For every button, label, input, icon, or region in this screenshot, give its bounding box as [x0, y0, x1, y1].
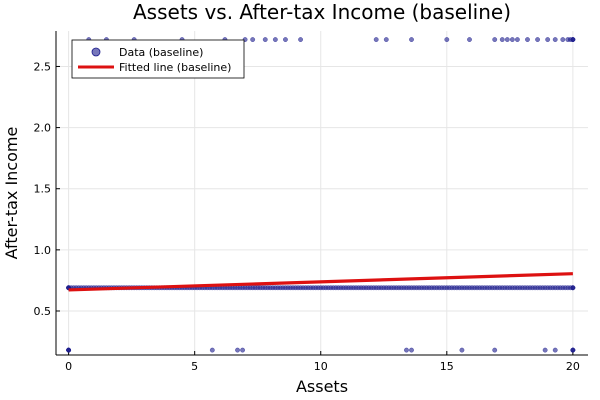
data-point [235, 347, 240, 353]
data-point [560, 37, 566, 42]
data-point [262, 37, 268, 42]
axes: 0 5 10 15 20 0.5 1.0 1.5 2.0 2.5 [34, 31, 588, 373]
data-point [66, 347, 72, 353]
data-point [409, 347, 414, 353]
x-tick-label: 5 [191, 360, 198, 373]
y-tick-label: 1.0 [34, 244, 52, 257]
data-point [499, 37, 505, 42]
data-point [570, 37, 576, 42]
x-axis-label: Assets [296, 377, 348, 396]
data-point [570, 285, 576, 291]
data-point [492, 37, 498, 42]
data-point [298, 37, 303, 42]
legend-box [71, 39, 245, 79]
legend-label-data: Data (baseline) [119, 46, 203, 59]
data-point [545, 37, 551, 42]
data-point [240, 347, 245, 353]
data-point [467, 37, 472, 42]
x-tick-label: 0 [65, 360, 72, 373]
data-point [250, 37, 256, 42]
data-point [283, 37, 288, 42]
data-point [552, 37, 558, 42]
data-point [492, 347, 498, 353]
data-point [570, 347, 576, 353]
data-point [535, 37, 540, 42]
data-point [509, 37, 515, 42]
y-axis-label: After-tax Income [2, 127, 21, 260]
data-point [272, 37, 278, 42]
chart-title: Assets vs. After-tax Income (baseline) [133, 0, 511, 24]
y-tick-label: 2.5 [34, 60, 52, 73]
fitted-line [68, 272, 573, 292]
data-point [409, 37, 414, 42]
data-layer [66, 37, 576, 353]
data-point [383, 37, 389, 42]
x-tick-label: 15 [440, 360, 454, 373]
y-tick-label: 0.5 [34, 305, 52, 318]
legend-label-fitted: Fitted line (baseline) [119, 61, 231, 74]
data-point [444, 37, 450, 42]
data-point [525, 37, 530, 42]
y-tick-label: 1.5 [34, 183, 52, 196]
x-tick-label: 10 [314, 360, 328, 373]
legend: Data (baseline) Fitted line (baseline) [71, 39, 245, 79]
grid [56, 31, 588, 355]
data-point [552, 347, 558, 353]
data-point [404, 347, 409, 353]
data-point [209, 347, 215, 353]
x-tick-label: 20 [566, 360, 580, 373]
data-point [504, 37, 510, 42]
data-point [515, 37, 520, 42]
legend-marker-data [91, 47, 101, 57]
data-point [542, 347, 548, 353]
data-point [373, 37, 379, 42]
data-point [459, 347, 465, 353]
y-tick-label: 2.0 [34, 122, 52, 135]
